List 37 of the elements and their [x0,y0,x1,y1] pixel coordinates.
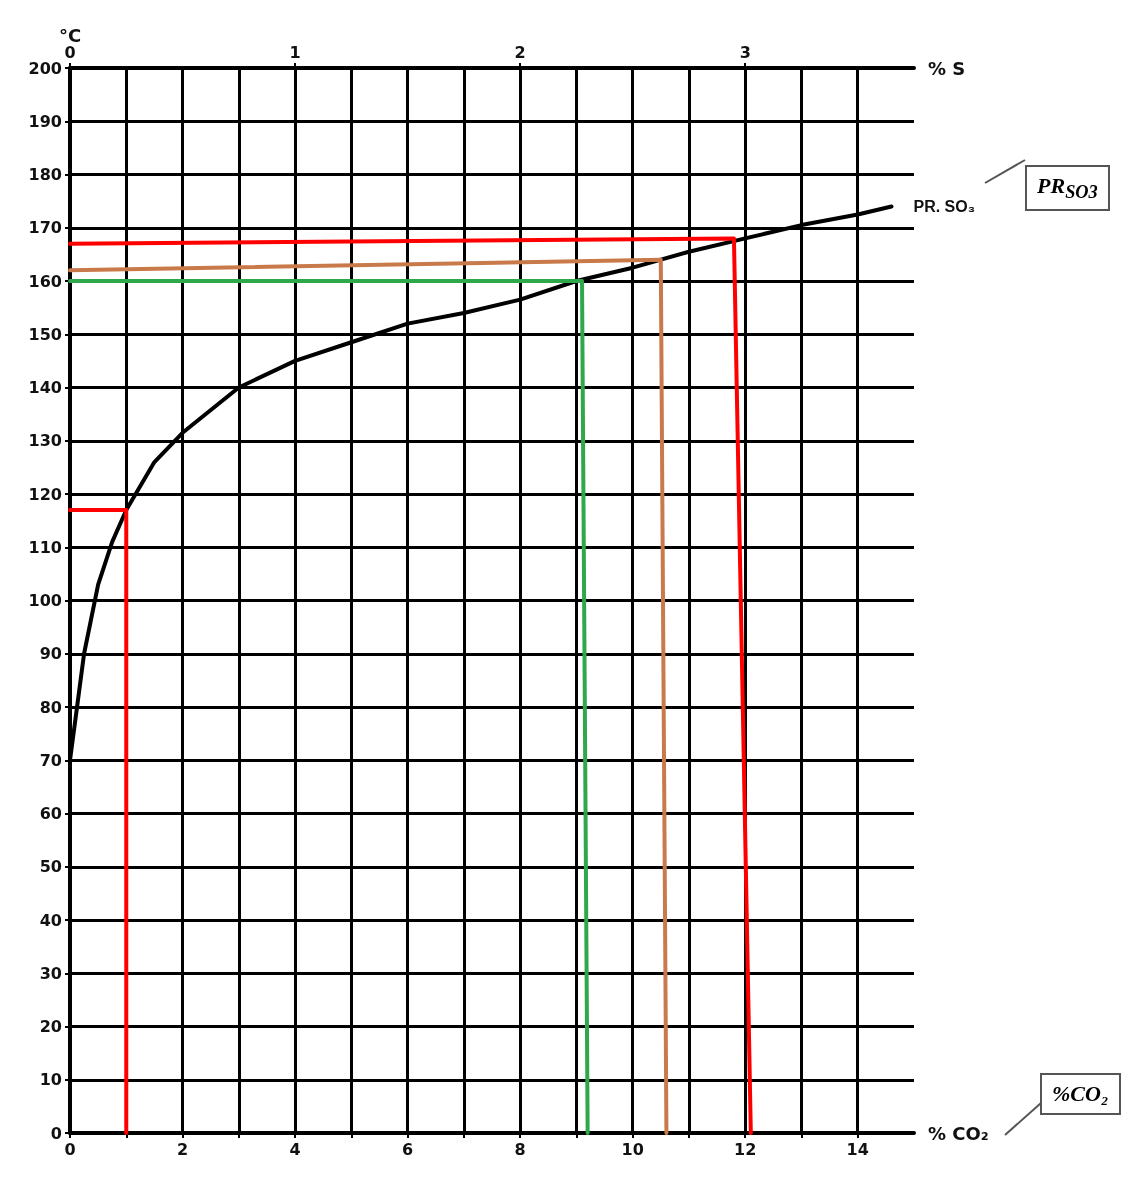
y-tick-label: 30 [39,963,62,983]
y-tick-label: 40 [39,910,62,930]
x-tick-label: 6 [402,1139,414,1159]
x-tick-label: 4 [289,1139,301,1159]
y-tick-label: 170 [28,218,62,238]
x2-tick-label: 2 [514,42,526,62]
y-tick-label: 200 [28,58,62,78]
x-tick-label: 2 [176,1139,189,1159]
y-tick-label: 190 [28,111,62,131]
y-tick-label: 140 [28,378,62,397]
series-label: PR. SO₃ [913,197,976,215]
x2-tick-label: 1 [289,42,301,62]
y-tick-label: 100 [28,591,62,610]
x-tick-label: 10 [621,1139,644,1159]
y-tick-label: 160 [28,271,62,291]
x-axis-title: % CO₂ [928,1122,989,1144]
y-tick-label: 60 [39,804,62,823]
x-tick-label: 12 [734,1139,757,1159]
y-tick-label: 120 [28,484,62,504]
y-tick-label: 90 [39,644,62,664]
y-tick-label: 130 [28,431,62,451]
y-tick-label: 80 [39,697,62,717]
y-tick-label: 110 [28,537,62,557]
x-tick-label: 8 [514,1139,526,1159]
x-tick-label: 14 [846,1139,869,1159]
y-tick-label: 70 [39,750,62,770]
y-tick-label: 10 [39,1070,62,1090]
y-tick-label: 0 [50,1123,62,1143]
y-tick-label: 150 [28,324,62,344]
y-tick-label: 180 [28,165,62,184]
x-tick-label: 0 [64,1139,76,1159]
y-tick-label: 20 [39,1017,62,1036]
x2-axis-title: % S [928,57,966,79]
y-tick-label: 50 [39,857,62,877]
text: PR$_{SO3}$ [1025,165,1110,212]
x2-tick-label: 3 [739,42,751,62]
text: %CO₂ [1040,1073,1121,1115]
